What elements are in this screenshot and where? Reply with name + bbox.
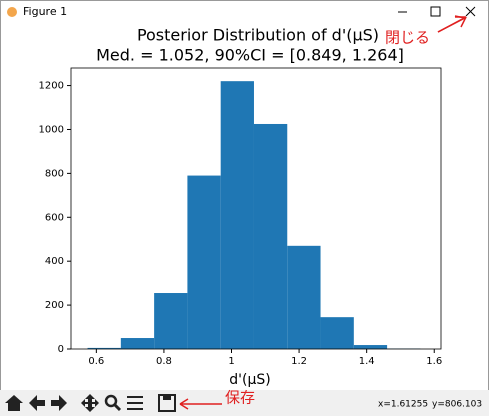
toolbar-buttons: [5, 394, 176, 412]
x-tick-label: 1: [228, 356, 234, 367]
bar: [87, 347, 121, 349]
x-tick-label: 1.4: [359, 356, 375, 367]
y-tick-label: 400: [45, 256, 64, 267]
bar: [187, 175, 221, 349]
close-arrow-head: [437, 16, 467, 33]
y-tick-label: 600: [45, 212, 64, 223]
chart-title: Posterior Distribution of d'(μS): [137, 26, 379, 45]
bar: [154, 293, 188, 349]
save-annotation: 保存: [225, 389, 255, 407]
bar: [287, 245, 321, 349]
bar: [353, 345, 388, 349]
forward-button[interactable]: [51, 395, 67, 411]
window-title: Figure 1: [23, 5, 67, 18]
zoom-button[interactable]: [104, 394, 118, 408]
close-button[interactable]: [465, 6, 476, 17]
back-button[interactable]: [29, 395, 45, 411]
app-icon: [7, 7, 17, 17]
chart-subtitle: Med. = 1.052, 90%CI = [0.849, 1.264]: [96, 46, 404, 65]
x-coordinate: x=1.61255: [378, 400, 428, 410]
y-tick-label: 1000: [39, 124, 64, 135]
y-coordinate: y=806.103: [432, 400, 482, 410]
bar: [220, 81, 254, 349]
home-button[interactable]: [5, 395, 23, 411]
configure-button[interactable]: [127, 396, 143, 410]
axes-frame: [70, 67, 442, 350]
maximize-button[interactable]: [430, 6, 441, 17]
x-axis-label: d'(μS): [229, 372, 270, 388]
x-tick-label: 1.2: [291, 356, 307, 367]
bar: [320, 317, 354, 349]
bar: [253, 123, 288, 349]
close-annotation: 閉じる: [385, 29, 430, 47]
pan-button[interactable]: [81, 394, 99, 412]
y-tick-label: 1200: [39, 81, 64, 92]
x-tick-label: 0.8: [156, 356, 172, 367]
x-tick-label: 1.6: [426, 356, 442, 367]
plot-area: 0 200 400 600 800 1000 1200 0.6 0.8 1 1.2 1.4 1.6: [39, 67, 442, 367]
x-tick-label: 0.6: [88, 356, 104, 367]
y-tick-label: 200: [45, 300, 64, 311]
save-arrow: [179, 398, 222, 410]
bar: [120, 338, 155, 349]
y-tick-label: 0: [58, 344, 64, 355]
y-tick-label: 800: [45, 168, 64, 179]
